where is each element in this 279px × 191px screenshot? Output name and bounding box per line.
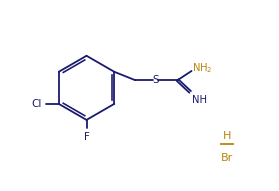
Text: F: F: [84, 132, 90, 142]
Text: NH: NH: [191, 95, 206, 105]
Text: S: S: [152, 75, 158, 85]
Text: NH$_2$: NH$_2$: [192, 62, 213, 75]
Text: Br: Br: [221, 153, 234, 163]
Text: Cl: Cl: [32, 99, 42, 109]
Text: H: H: [223, 131, 232, 141]
